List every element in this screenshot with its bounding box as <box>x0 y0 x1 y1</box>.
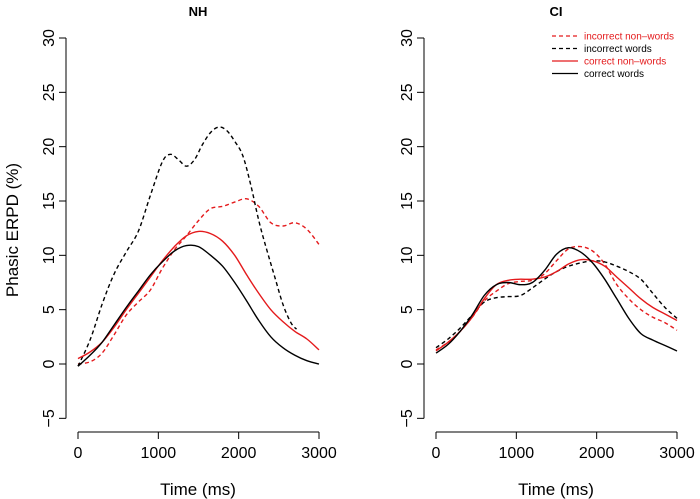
y-tick-label: 15 <box>41 192 58 210</box>
y-axis-nh: −5 0 5 10 15 20 25 30 <box>41 29 67 427</box>
legend-label: correct non–words <box>584 57 666 68</box>
panel-title-nh: NH <box>189 4 208 19</box>
x-axis-title-nh: Time (ms) <box>160 480 236 499</box>
legend-label: incorrect non–words <box>584 32 674 43</box>
x-tick-label: 3000 <box>659 445 695 462</box>
y-tick-label: 0 <box>399 359 416 368</box>
series-lines-nh <box>77 126 320 367</box>
x-tick-label: 2000 <box>579 445 615 462</box>
series-line-correct-non-words <box>435 258 678 352</box>
y-tick-label: 20 <box>399 138 416 156</box>
series-line-incorrect-non-words <box>77 197 320 365</box>
panel-title-ci: CI <box>550 4 563 19</box>
y-tick-label: 15 <box>399 192 416 210</box>
panel-ci: CI 0 1000 2000 3000 −5 0 5 10 15 20 25 30 Time (ms… <box>399 4 695 499</box>
y-tick-label: 25 <box>41 83 58 101</box>
legend-label: incorrect words <box>584 44 652 55</box>
x-tick-label: 0 <box>432 445 441 462</box>
y-tick-label: 5 <box>399 305 416 314</box>
series-line-incorrect-words <box>77 126 298 367</box>
y-tick-label: 10 <box>41 246 58 264</box>
y-tick-label: 5 <box>41 305 58 314</box>
y-tick-label: 30 <box>399 29 416 47</box>
y-tick-label: 20 <box>41 138 58 156</box>
y-axis-ci: −5 0 5 10 15 20 25 30 <box>399 29 425 427</box>
x-tick-label: 0 <box>74 445 83 462</box>
y-tick-label: 25 <box>399 83 416 101</box>
x-tick-label: 3000 <box>301 445 337 462</box>
x-axis-nh: 0 1000 2000 3000 <box>74 431 337 462</box>
y-tick-label: −5 <box>41 409 58 427</box>
x-tick-label: 1000 <box>141 445 177 462</box>
series-line-correct-non-words <box>77 230 320 360</box>
y-tick-label: −5 <box>399 409 416 427</box>
x-tick-label: 2000 <box>221 445 257 462</box>
series-line-correct-words <box>435 246 678 354</box>
series-line-incorrect-words <box>435 260 678 349</box>
y-tick-label: 30 <box>41 29 58 47</box>
series-lines-ci <box>435 245 678 354</box>
y-tick-label: 10 <box>399 246 416 264</box>
series-line-incorrect-non-words <box>435 245 678 351</box>
series-line-correct-words <box>77 244 320 367</box>
x-tick-label: 1000 <box>499 445 535 462</box>
legend-label: correct words <box>584 69 644 80</box>
x-axis-ci: 0 1000 2000 3000 <box>432 431 695 462</box>
y-axis-title: Phasic ERPD (%) <box>3 163 22 297</box>
x-axis-title-ci: Time (ms) <box>518 480 594 499</box>
y-tick-label: 0 <box>41 359 58 368</box>
panel-nh: NH 0 1000 2000 3000 −5 0 5 10 15 20 25 30 Time (ms… <box>3 4 337 499</box>
